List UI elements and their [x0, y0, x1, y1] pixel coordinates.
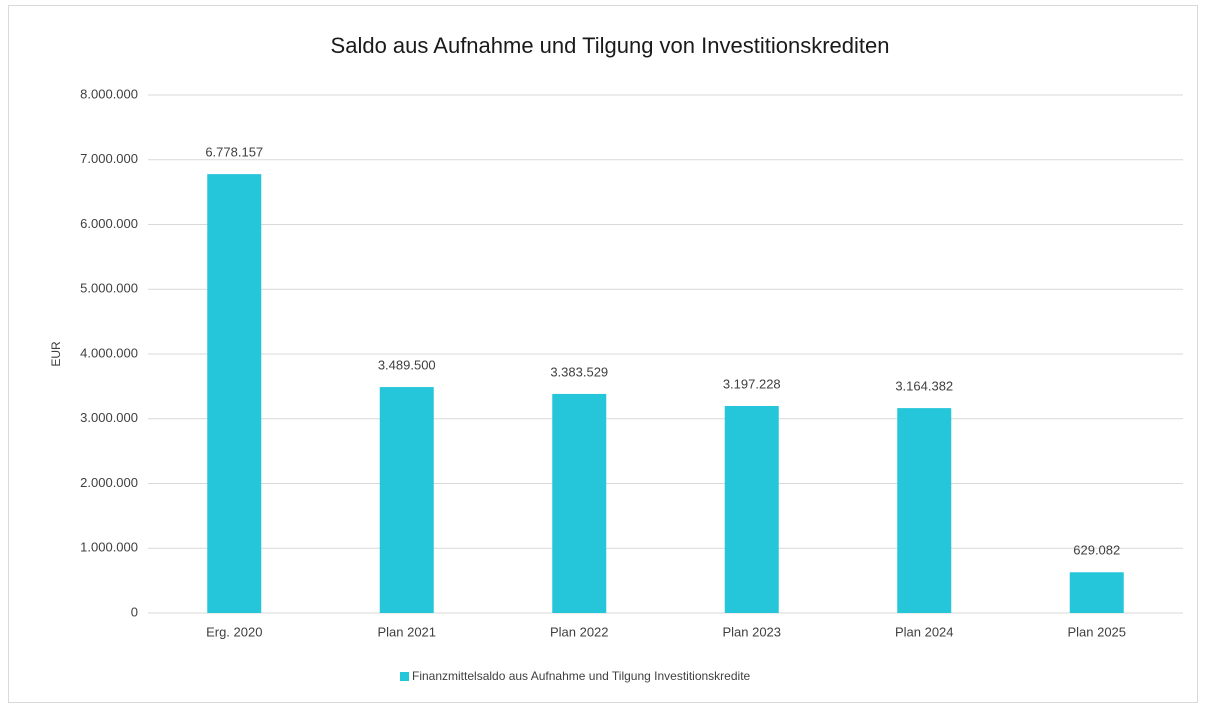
legend-swatch [400, 672, 409, 681]
bar [724, 405, 779, 613]
data-label: 3.383.529 [550, 364, 608, 379]
x-tick-label: Plan 2021 [377, 624, 436, 639]
bar [552, 393, 607, 613]
bar [379, 387, 434, 613]
y-tick-label: 7.000.000 [80, 151, 138, 166]
y-axis-label: EUR [49, 341, 63, 367]
bar [897, 408, 952, 613]
y-tick-label: 8.000.000 [80, 86, 138, 101]
x-tick-label: Plan 2025 [1067, 624, 1126, 639]
y-tick-label: 0 [131, 604, 138, 619]
x-tick-label: Plan 2023 [722, 624, 781, 639]
legend-label: Finanzmittelsaldo aus Aufnahme und Tilgu… [412, 669, 751, 683]
data-label: 3.197.228 [723, 376, 781, 391]
chart-title: Saldo aus Aufnahme und Tilgung von Inves… [331, 33, 890, 58]
data-label: 6.778.157 [205, 145, 263, 160]
y-tick-label: 6.000.000 [80, 216, 138, 231]
y-tick-label: 1.000.000 [80, 540, 138, 555]
bar [207, 174, 262, 614]
data-label: 3.489.500 [378, 357, 436, 372]
y-tick-label: 5.000.000 [80, 281, 138, 296]
y-tick-label: 4.000.000 [80, 345, 138, 360]
x-tick-label: Plan 2024 [895, 624, 954, 639]
y-tick-label: 2.000.000 [80, 475, 138, 490]
data-label: 629.082 [1073, 543, 1120, 558]
x-tick-label: Erg. 2020 [206, 624, 262, 639]
bar [1069, 572, 1124, 613]
data-label: 3.164.382 [895, 379, 953, 394]
y-tick-label: 3.000.000 [80, 410, 138, 425]
x-tick-label: Plan 2022 [550, 624, 609, 639]
